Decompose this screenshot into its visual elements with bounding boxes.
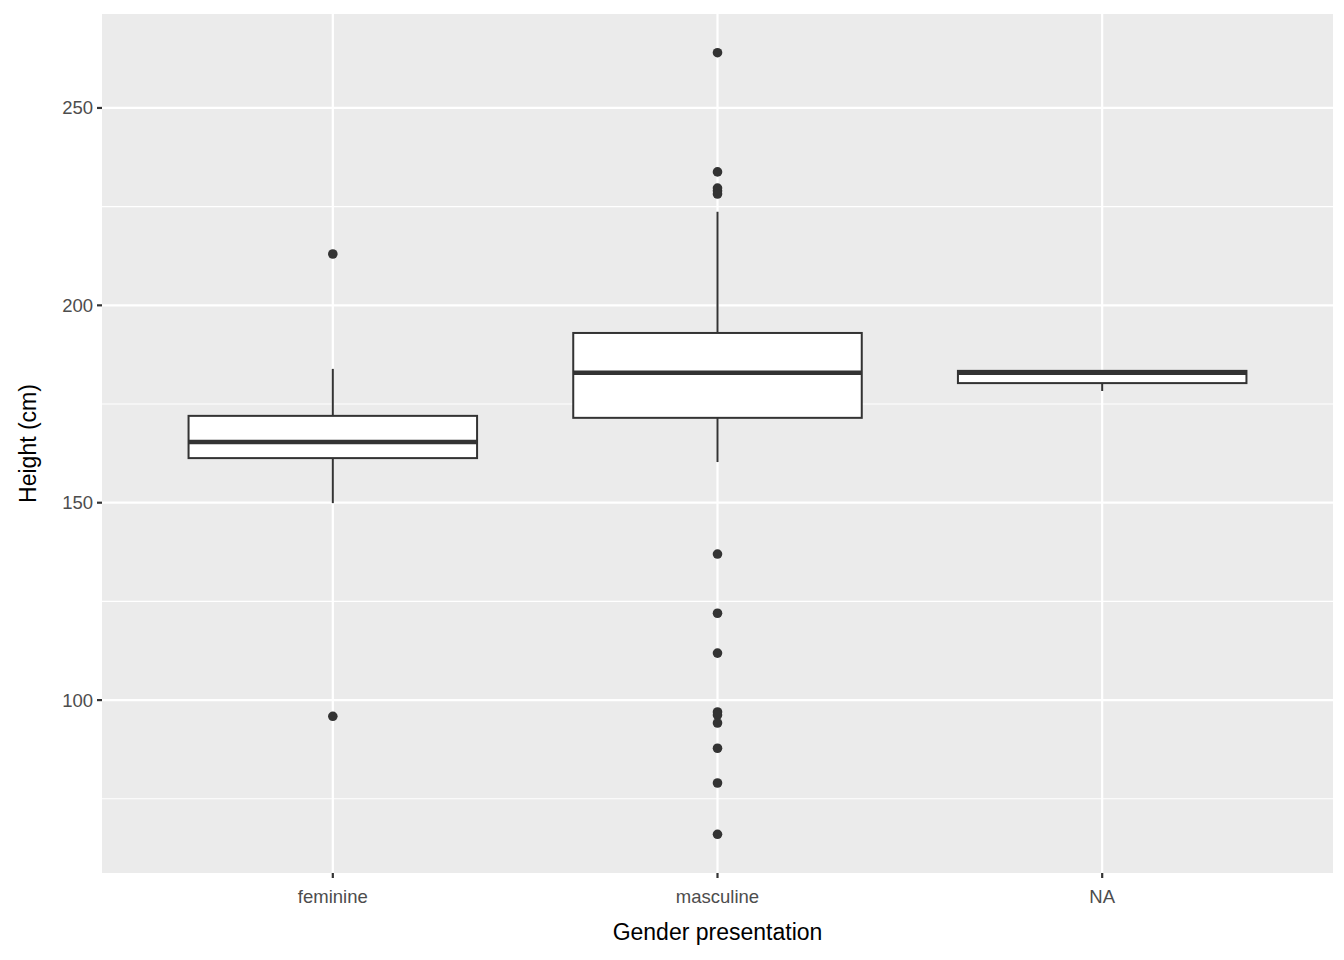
- tick-label: NA: [1089, 886, 1115, 907]
- box: [189, 416, 478, 458]
- plot-marks: [189, 48, 1247, 839]
- median: [573, 371, 862, 376]
- outlier: [713, 778, 723, 788]
- tick-mark: [97, 699, 102, 701]
- median: [189, 440, 478, 445]
- grid-line-x: [1101, 14, 1103, 873]
- outlier: [328, 711, 338, 721]
- tick-mark: [332, 873, 334, 878]
- outlier: [713, 549, 723, 559]
- whisker-lower: [332, 458, 334, 503]
- outlier: [713, 718, 723, 728]
- axis-title: Height (cm): [15, 384, 41, 503]
- outlier: [713, 167, 723, 177]
- tick-label: masculine: [676, 886, 759, 907]
- outlier: [713, 743, 723, 753]
- tick-label: 250: [62, 97, 93, 118]
- outlier: [713, 189, 723, 199]
- tick-mark: [97, 502, 102, 504]
- whisker-lower: [1101, 383, 1103, 391]
- tick-label: 150: [62, 492, 93, 513]
- tick-label: feminine: [298, 886, 368, 907]
- outlier: [713, 830, 723, 840]
- panel-background: [102, 14, 1333, 873]
- tick-label: 100: [62, 690, 93, 711]
- tick-mark: [97, 107, 102, 109]
- box: [573, 333, 862, 418]
- box: [958, 371, 1247, 383]
- whisker-lower: [717, 418, 719, 462]
- outlier: [328, 249, 338, 259]
- whisker-upper: [717, 212, 719, 333]
- tick-label: 200: [62, 295, 93, 316]
- tick-mark: [1101, 873, 1103, 878]
- tick-mark: [716, 873, 718, 878]
- tick-mark: [97, 304, 102, 306]
- outlier: [713, 608, 723, 618]
- outlier: [713, 648, 723, 658]
- outlier: [713, 48, 723, 58]
- whisker-upper: [332, 369, 334, 416]
- axis-title: Gender presentation: [613, 919, 823, 945]
- median: [958, 371, 1247, 376]
- chart: 100 150 200 250 feminine masculine NA Gender pr…: [0, 0, 1344, 960]
